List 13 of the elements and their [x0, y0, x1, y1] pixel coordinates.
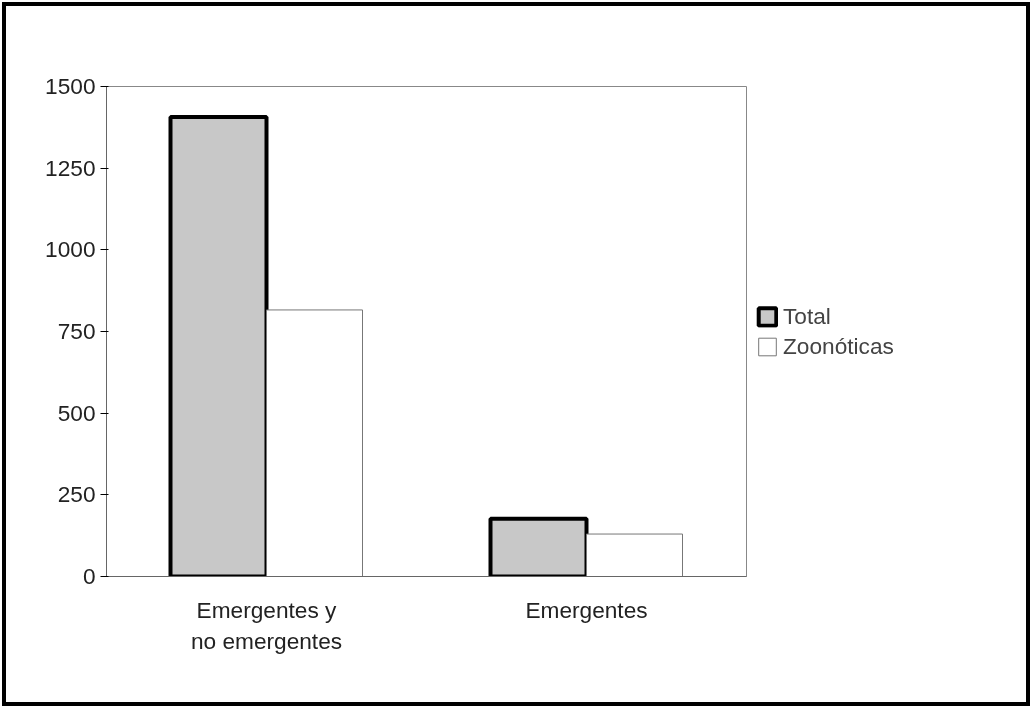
legend-label: Total — [783, 302, 831, 330]
y-tick-label: 250 — [57, 481, 96, 508]
x-tick-label: Emergentes — [525, 596, 648, 623]
y-tick-label: 500 — [57, 399, 96, 426]
y-tick-label: 0 — [82, 563, 96, 589]
y-tick-label: 1000 — [45, 236, 96, 263]
y-tick-label: 750 — [57, 318, 96, 344]
y-tick-label: 1250 — [45, 154, 96, 181]
x-tick-label: Emergentes y no emergentes — [190, 596, 343, 654]
bar — [266, 309, 363, 577]
bar — [586, 533, 683, 577]
legend-label: Zoonóticas — [783, 332, 894, 360]
y-tick-label: 1500 — [45, 73, 96, 99]
